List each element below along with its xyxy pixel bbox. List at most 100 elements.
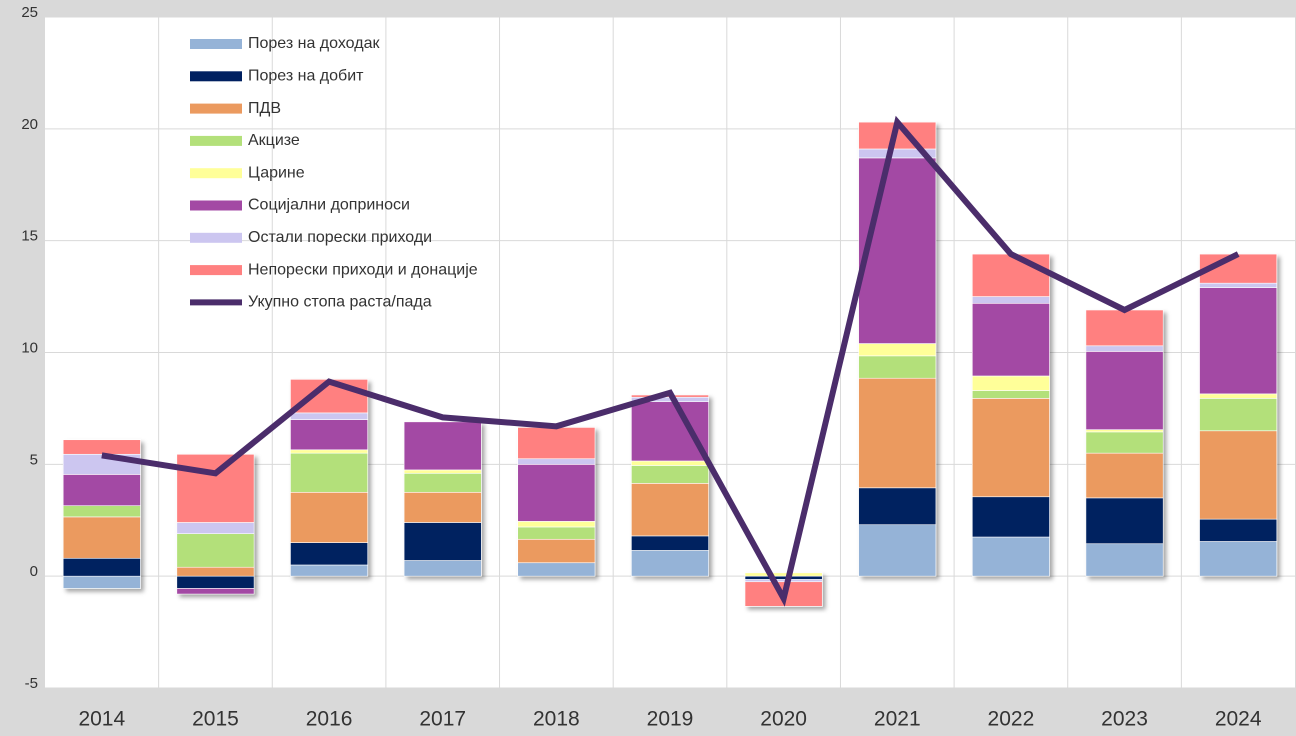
x-tick-label: 2014 — [78, 708, 125, 731]
bar-segment — [176, 453, 255, 523]
bar-segment — [971, 296, 1050, 304]
bar-segment — [971, 375, 1050, 391]
bar-segment — [403, 469, 482, 474]
bar-segment — [744, 579, 823, 583]
bar-segment — [62, 575, 141, 589]
x-tick-label: 2018 — [533, 708, 580, 731]
x-tick-label: 2020 — [760, 708, 807, 731]
legend-swatch — [190, 103, 242, 114]
legend-label: Социјални доприноси — [248, 197, 410, 214]
bar-segment — [631, 550, 709, 577]
x-tick-label: 2019 — [647, 708, 694, 731]
total-line — [101, 115, 1240, 607]
bar-segment — [403, 491, 482, 523]
bar-segment — [290, 449, 369, 454]
y-tick-label: 0 — [30, 563, 38, 580]
y-tick-label: 5 — [30, 451, 38, 468]
bar-segment — [1199, 398, 1278, 432]
legend-swatch — [190, 168, 242, 179]
bar-segment — [631, 535, 709, 551]
y-tick-label: 25 — [21, 4, 38, 21]
legend-swatch — [190, 135, 242, 146]
x-tick-label: 2024 — [1215, 708, 1262, 731]
bar-segment — [971, 302, 1050, 377]
bar-segment — [62, 505, 141, 518]
bar-segment — [1085, 543, 1164, 577]
bar-segment — [1085, 309, 1164, 347]
bar-segment — [858, 377, 937, 489]
bar-segment — [290, 452, 369, 493]
x-tick-label: 2015 — [192, 708, 239, 731]
legend-label: Порез на доходак — [248, 35, 380, 52]
bar-segment — [744, 575, 823, 580]
bar-segment — [62, 474, 141, 507]
bar-stack — [403, 421, 482, 577]
bar-segment — [403, 560, 482, 577]
bar-stack — [62, 439, 141, 589]
legend-label: Акцизе — [248, 132, 300, 149]
bar-segment — [62, 557, 141, 577]
legend-swatch — [190, 39, 242, 49]
legend-swatch — [190, 265, 242, 276]
bar-segment — [403, 421, 482, 471]
bar-stack — [1199, 253, 1278, 577]
bar-segment — [1199, 430, 1278, 520]
bar-segment — [1199, 393, 1278, 399]
legend-label: Царине — [248, 164, 305, 181]
bar-segment — [858, 355, 937, 379]
x-tick-label: 2017 — [419, 708, 466, 731]
legend-swatch — [190, 200, 242, 211]
bar-segment — [403, 472, 482, 493]
y-tick-label: 20 — [21, 116, 38, 133]
bar-segment — [1199, 541, 1278, 577]
legend-label: ПДВ — [248, 100, 281, 117]
legend-swatch — [190, 71, 242, 82]
bar-segment — [1085, 431, 1164, 454]
bar-segment — [517, 562, 596, 577]
bar-stack — [290, 379, 369, 577]
y-tick-label: 10 — [21, 339, 38, 356]
legend-swatch — [190, 232, 242, 243]
legend-label: Остали порески приходи — [248, 229, 432, 246]
legend-label: Порез на добит — [248, 68, 364, 85]
bar-segment — [1199, 287, 1278, 395]
bar-segment — [971, 390, 1050, 399]
bar-segment — [290, 542, 369, 566]
x-tick-label: 2021 — [874, 708, 921, 731]
bar-segment — [176, 588, 255, 595]
bar-segment — [403, 522, 482, 561]
bar-segment — [744, 572, 823, 577]
bar-stack — [1085, 309, 1164, 577]
bar-segment — [62, 516, 141, 559]
bar-segment — [1199, 518, 1278, 542]
bar-segment — [176, 566, 255, 577]
bar-segment — [176, 575, 255, 589]
bar-segment — [971, 398, 1050, 498]
bar-segment — [858, 524, 937, 577]
bar-segment — [517, 521, 596, 528]
bar-segment — [1085, 497, 1164, 545]
bar-segment — [290, 564, 369, 577]
bar-segment — [1085, 351, 1164, 430]
bar-stack — [517, 427, 596, 577]
bar-segment — [517, 464, 596, 522]
bar-segment — [517, 427, 596, 460]
bar-segment — [858, 487, 937, 526]
bar-segment — [858, 157, 937, 344]
bar-segment — [62, 439, 141, 455]
bar-stack — [631, 394, 709, 577]
x-tick-label: 2023 — [1101, 708, 1148, 731]
bar-segment — [631, 465, 709, 484]
bar-segment — [631, 460, 709, 466]
bar-segment — [517, 538, 596, 564]
bar-segment — [631, 401, 709, 462]
y-tick-label: -5 — [25, 675, 38, 692]
bar-segment — [971, 496, 1050, 538]
x-tick-label: 2016 — [306, 708, 353, 731]
bar-segment — [1085, 429, 1164, 433]
bar-stack — [176, 453, 255, 595]
bar-segment — [1085, 452, 1164, 499]
legend-label: Непорески приходи и донације — [248, 261, 478, 278]
bar-segment — [176, 533, 255, 568]
